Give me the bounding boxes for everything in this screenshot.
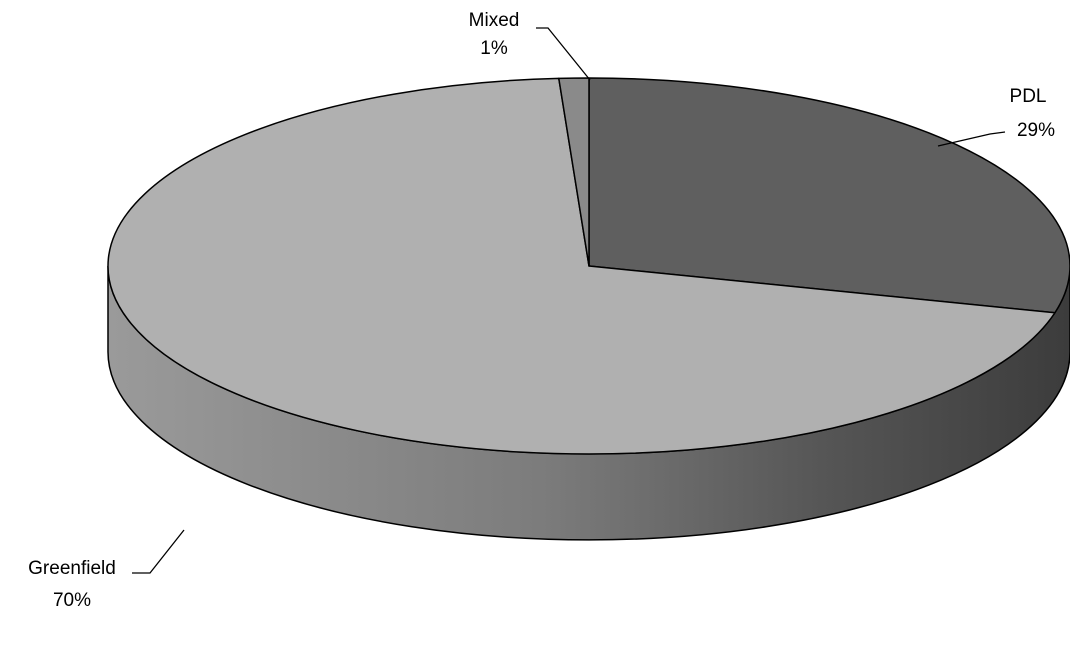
pie-slice-greenfield xyxy=(107,77,1056,455)
label-greenfield-percent: 70% xyxy=(53,590,91,611)
label-pdl-percent: 29% xyxy=(1017,120,1055,141)
label-greenfield-name: Greenfield xyxy=(28,558,116,579)
label-mixed-name: Mixed xyxy=(469,10,520,31)
leader-line-greenfield xyxy=(132,529,185,574)
label-pdl-name: PDL xyxy=(1010,86,1047,107)
label-mixed-percent: 1% xyxy=(480,38,508,59)
pie-slices xyxy=(107,77,1070,455)
leader-line-mixed xyxy=(536,27,591,81)
leader-line-pdl xyxy=(937,131,1006,147)
